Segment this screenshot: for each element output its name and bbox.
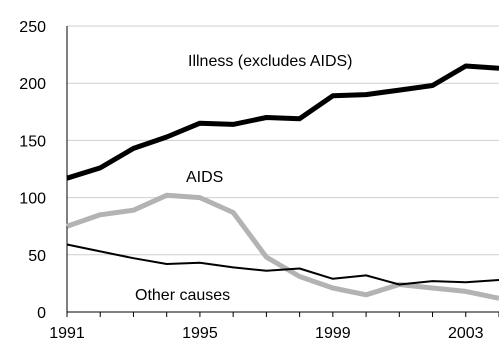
series-line-aids <box>66 192 499 301</box>
series-line-illness-excludes-aids <box>66 63 499 181</box>
gridlines <box>67 25 499 256</box>
y-tick-label-250: 250 <box>19 19 46 36</box>
x-tick-label-2003: 2003 <box>448 325 484 342</box>
y-tick-label-0: 0 <box>37 305 46 322</box>
series-label-aids: AIDS <box>186 169 223 186</box>
y-tick-label-150: 150 <box>19 133 46 150</box>
series-label-illness-excludes-aids: Illness (excludes AIDS) <box>188 53 353 70</box>
x-tick-label-1999: 1999 <box>315 325 351 342</box>
x-tick-label-1995: 1995 <box>182 325 218 342</box>
y-tick-label-100: 100 <box>19 191 46 208</box>
labels: 0 50 100 150 200 250 1991 1995 1999 2003 Illness (… <box>19 19 483 342</box>
y-tick-label-200: 200 <box>19 76 46 93</box>
axes <box>66 26 499 317</box>
series-lines <box>66 63 499 301</box>
series-label-other-causes: Other causes <box>135 287 230 304</box>
series-line-other-causes <box>66 243 499 286</box>
y-tick-label-50: 50 <box>28 248 46 265</box>
x-tick-label-1991: 1991 <box>49 325 85 342</box>
